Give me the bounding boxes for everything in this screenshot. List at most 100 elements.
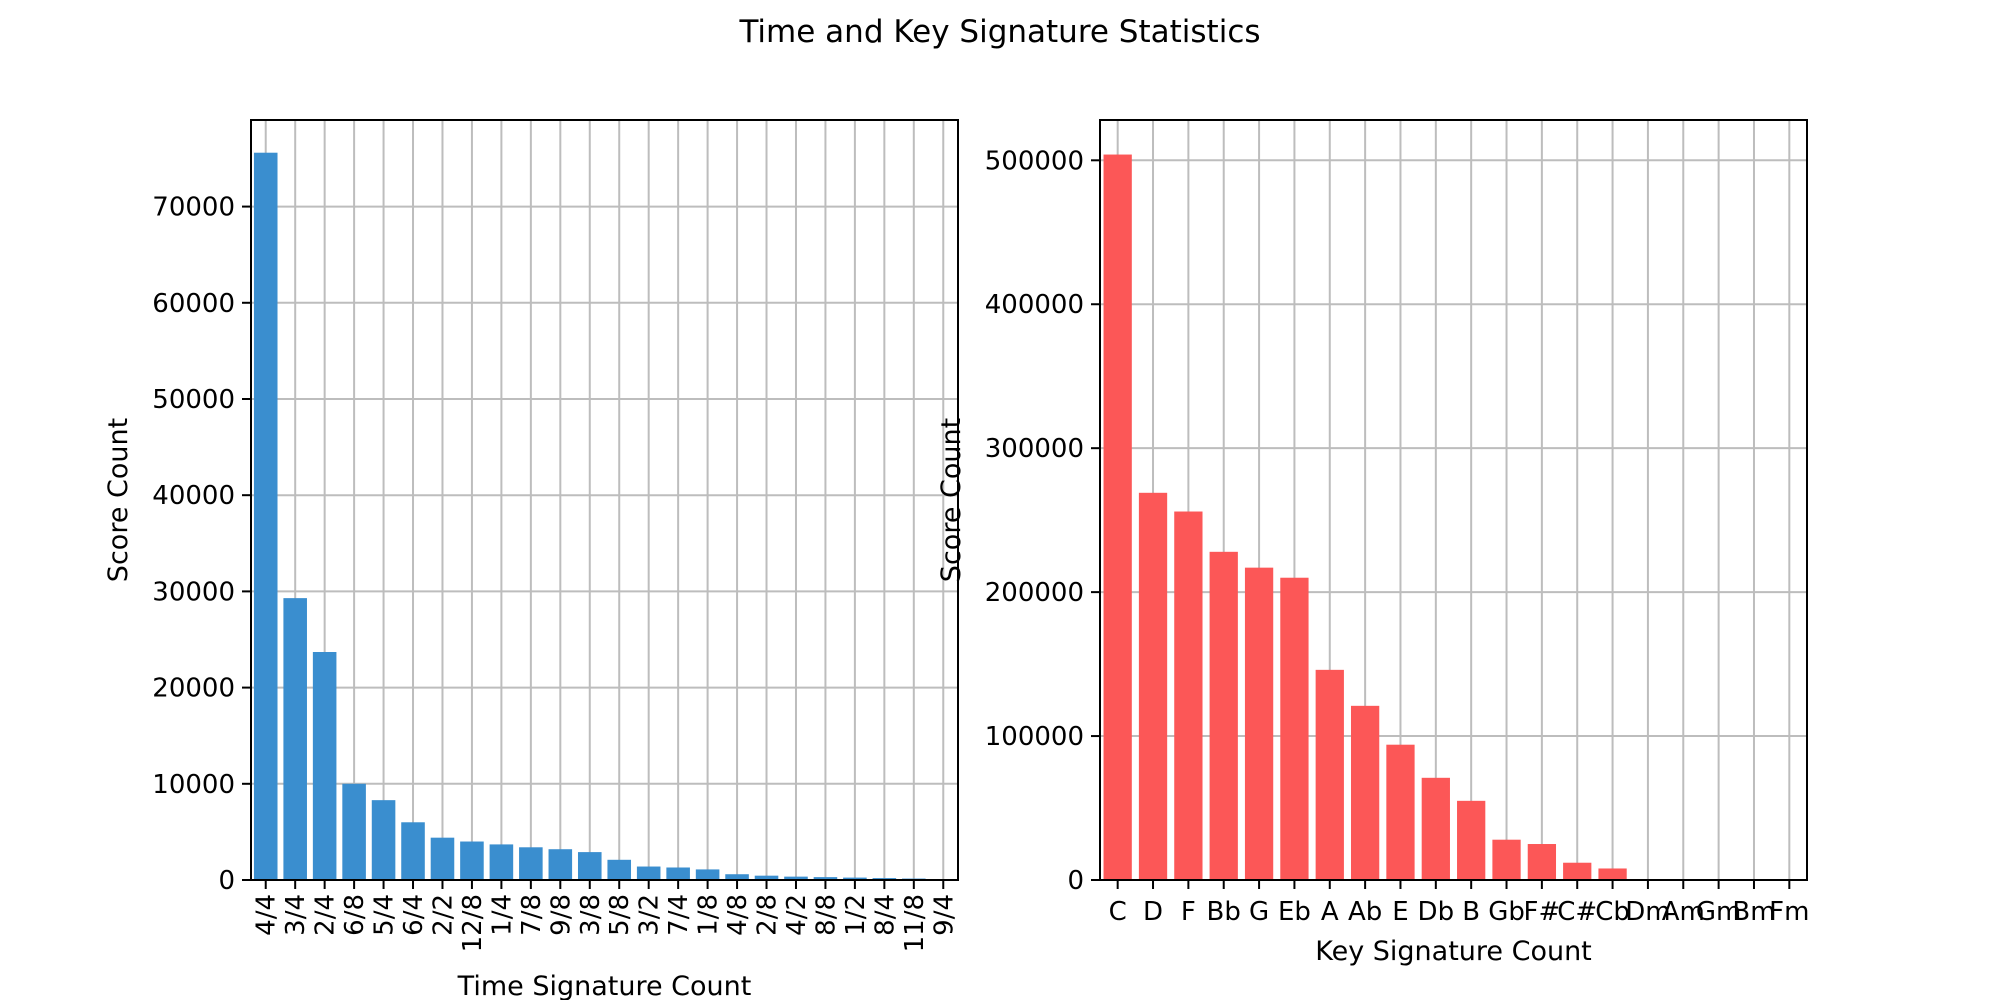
bar-2/2 [430,837,455,880]
time-x-ticks: 4/4 3/4 2/4 6/8 5/4 6/4 2/2 12/8 1/4 7/8 9/8 3/8 5/8… [252,880,959,952]
x-tick-label: 9/4 [929,894,959,936]
x-tick-label: Cb [1595,897,1630,927]
x-tick-label: 7/4 [664,894,694,936]
bar-E [1386,744,1415,880]
bar-Eb [1280,577,1309,880]
x-tick-label: Ab [1348,897,1382,927]
bar-1/2 [843,877,867,880]
x-tick-label: 2/2 [428,894,458,936]
bar-2/4 [312,652,337,880]
x-tick-label: Gb [1488,897,1525,927]
bar-C [1103,154,1132,880]
x-tick-label: 1/8 [694,894,724,936]
key-bars [1103,154,1804,880]
x-tick-label: F# [1524,897,1561,927]
x-tick-label: 4/2 [782,894,812,936]
x-tick-label: G [1249,897,1269,927]
bar-C# [1563,862,1592,880]
key-y-axis-label: Score Count [936,418,967,582]
x-tick-label: 5/4 [370,894,400,936]
x-tick-label: 1/2 [841,894,871,936]
x-tick-label: 9/8 [546,894,576,936]
bar-D [1138,492,1168,880]
bar-7/8 [519,847,543,880]
x-tick-label: A [1321,897,1339,927]
x-tick-label: Am [1662,897,1705,927]
bar-8/8 [813,877,838,880]
x-tick-label: 8/4 [870,894,900,936]
bar-F# [1527,844,1557,880]
x-tick-label: C# [1557,897,1597,927]
y-tick-label: 100000 [985,722,1084,752]
time-axes-frame [250,119,959,881]
bar-4/2 [784,876,808,880]
bar-6/4 [401,822,425,880]
x-tick-label: D [1143,897,1163,927]
x-tick-label: 2/8 [753,894,783,936]
bar-Db [1421,777,1450,880]
x-tick-label: 12/8 [458,894,488,952]
x-tick-label: 6/8 [340,894,370,936]
x-tick-label: Eb [1278,897,1311,927]
bar-4/8 [725,874,749,880]
bar-3/2 [636,866,661,880]
x-tick-label: 1/4 [487,894,517,936]
x-tick-label: B [1462,897,1480,927]
bar-1/4 [489,844,514,880]
key-y-ticks: 0 100000 200000 300000 400000 500000 [985,146,1100,896]
x-tick-label: 7/8 [517,894,547,936]
x-tick-label: Fm [1769,897,1809,927]
bar-1/8 [695,869,720,880]
x-tick-label: 4/4 [252,894,282,936]
y-tick-label: 500000 [985,146,1084,176]
key-x-axis-label: Key Signature Count [1315,936,1592,967]
bar-9/8 [548,849,573,880]
time-bars [253,152,956,880]
y-tick-label: 30000 [152,577,235,607]
x-tick-label: E [1392,897,1408,927]
bar-7/4 [666,867,690,880]
bar-3/8 [577,852,602,880]
x-tick-label: 11/8 [900,894,930,952]
x-tick-label: 5/8 [605,894,635,936]
bar-F [1174,511,1203,880]
y-tick-label: 200000 [985,578,1084,608]
y-tick-label: 10000 [152,770,235,800]
key-axes-frame [1099,119,1808,881]
x-tick-label: 3/2 [635,894,665,936]
bar-G [1244,567,1274,880]
y-tick-label: 0 [1067,866,1084,896]
y-tick-label: 60000 [152,289,235,319]
y-tick-label: 20000 [152,674,235,704]
x-tick-label: F [1181,897,1196,927]
figure-title: Time and Key Signature Statistics [739,14,1261,50]
y-tick-label: 0 [218,866,235,896]
x-tick-label: Dm [1625,897,1670,927]
x-tick-label: 4/8 [723,894,753,936]
time-x-axis-label: Time Signature Count [457,971,752,1000]
x-tick-label: 3/4 [281,894,311,936]
y-tick-label: 70000 [152,193,235,223]
bar-Bb [1209,551,1238,880]
x-tick-label: 3/8 [576,894,606,936]
time-grid [251,120,958,881]
x-tick-label: Bm [1732,897,1775,927]
y-tick-label: 40000 [152,481,235,511]
key-grid [1100,120,1807,881]
y-tick-label: 400000 [985,290,1084,320]
x-tick-label: 6/4 [399,894,429,936]
bar-5/8 [607,859,632,880]
bar-3/4 [283,598,307,880]
bar-Gb [1492,839,1521,880]
bar-Cb [1598,868,1627,880]
x-tick-label: Bb [1207,897,1241,927]
bar-4/4 [253,152,278,880]
bar-A [1315,669,1344,880]
x-tick-label: C [1109,897,1127,927]
x-tick-label: Db [1418,897,1455,927]
bar-B [1457,800,1486,880]
key-signature-chart: 0 100000 200000 300000 400000 500000 C D F Bb G Eb A… [936,119,1809,967]
